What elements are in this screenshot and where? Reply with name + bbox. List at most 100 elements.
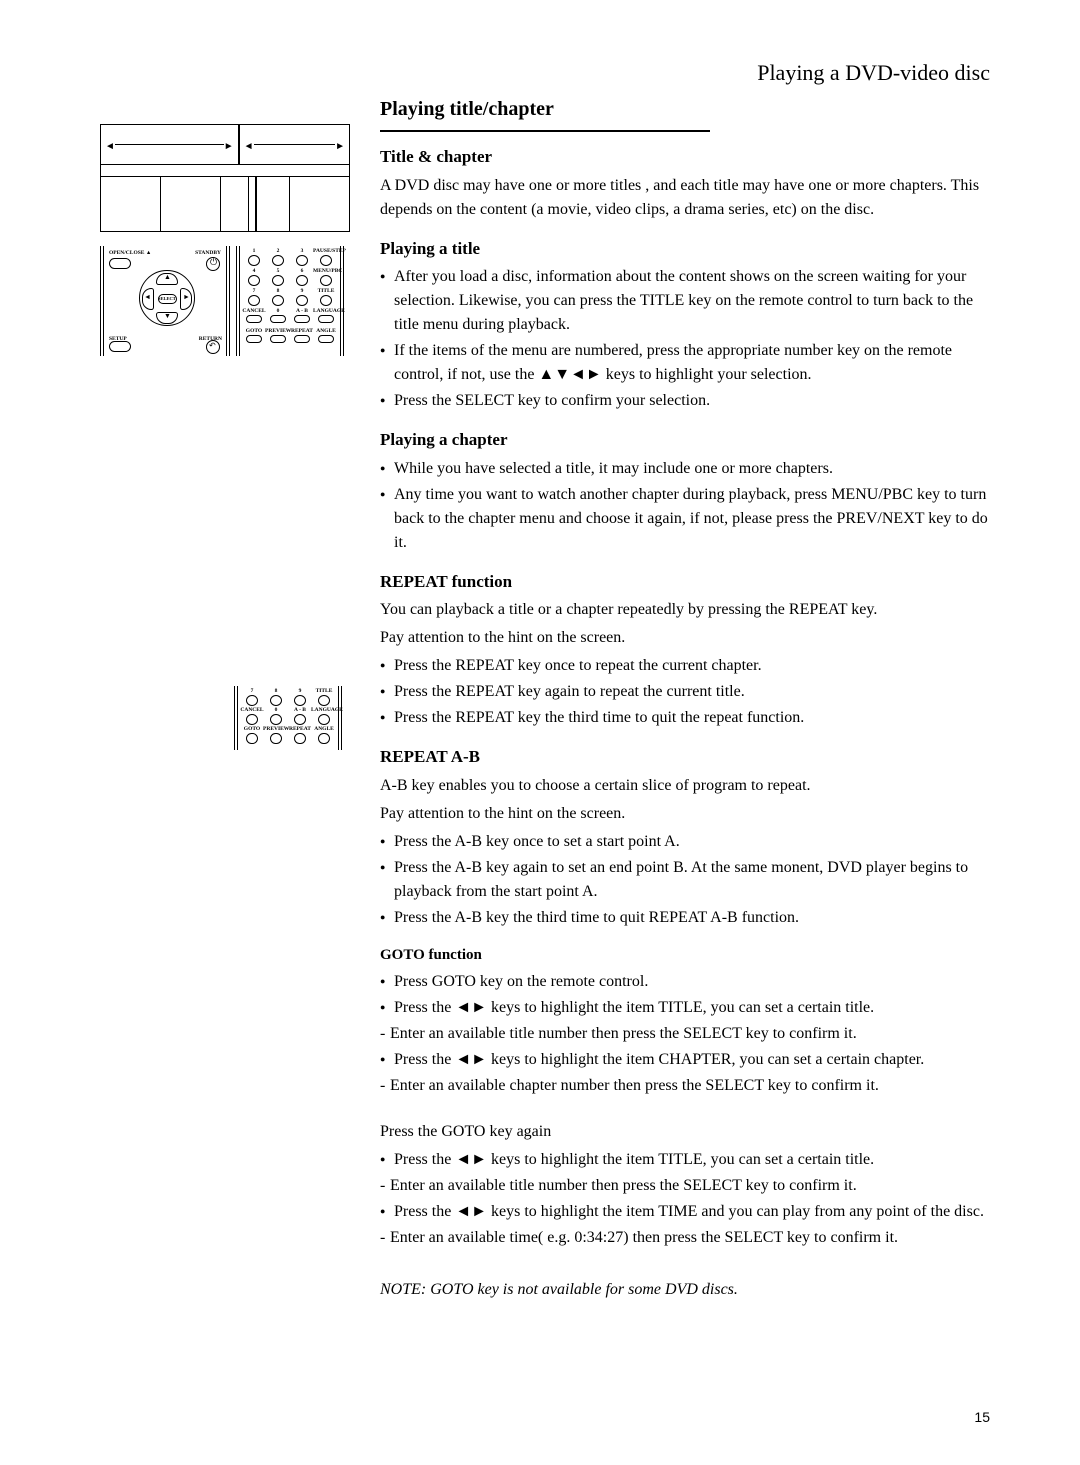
keypad-button (270, 315, 286, 323)
key-label: 3 (289, 248, 315, 254)
keypad-button (248, 295, 260, 306)
remote-keypad-panel: 123PAUSE/STEP456MENU/PBC789TITLECANCEL0A… (236, 246, 344, 356)
playing-title-heading: Playing a title (380, 236, 1000, 262)
key-label: 8 (263, 688, 289, 694)
keypad-button (294, 733, 306, 744)
key-label: A - B (289, 308, 315, 314)
list-item: Press the ◄► keys to highlight the item … (380, 1048, 1000, 1072)
repeat-ab-intro2: Pay attention to the hint on the screen. (380, 802, 1000, 826)
repeat-ab-list: Press the A-B key once to set a start po… (380, 830, 1000, 930)
list-item: Press the SELECT key to confirm your sel… (380, 389, 1000, 413)
keypad-button (294, 714, 306, 725)
keypad-button (294, 695, 306, 706)
list-item: Press the REPEAT key the third time to q… (380, 706, 1000, 730)
keypad-button (246, 315, 262, 323)
list-item: Enter an available time( e.g. 0:34:27) t… (380, 1226, 1000, 1250)
list-item: Press the A-B key again to set an end po… (380, 856, 1000, 904)
remote-repeat-panel: 789TITLECANCEL0A - BLANGUAGEGOTOPREVIEWR… (234, 686, 342, 750)
remote-dpad-panel: OPEN/CLOSE ▲ STANDBY ⏻ SETUP RETURN ↶ SE… (100, 246, 230, 356)
title-chapter-heading: Title & chapter (380, 144, 1000, 170)
keypad-button (270, 714, 282, 725)
key-label: 8 (265, 288, 291, 294)
keypad-button (272, 255, 284, 266)
key-label: PREVIEW (265, 328, 291, 334)
key-label: TITLE (313, 288, 339, 294)
keypad-button (272, 295, 284, 306)
playing-chapter-list: While you have selected a title, it may … (380, 457, 1000, 555)
list-item: If the items of the menu are numbered, p… (380, 339, 1000, 387)
title-chapter-text: A DVD disc may have one or more titles ,… (380, 174, 1000, 222)
keypad-button (270, 733, 282, 744)
key-label: REPEAT (289, 328, 315, 334)
goto-note: NOTE: GOTO key is not available for some… (380, 1278, 1000, 1302)
keypad-button (246, 335, 262, 343)
keypad-button (248, 275, 260, 286)
playing-chapter-heading: Playing a chapter (380, 427, 1000, 453)
repeat-ab-heading: REPEAT A-B (380, 744, 1000, 770)
keypad-button (294, 335, 310, 343)
key-label: GOTO (241, 328, 267, 334)
repeat-list: Press the REPEAT key once to repeat the … (380, 654, 1000, 730)
goto-list-4: Press the ◄► keys to highlight the item … (380, 1200, 1000, 1224)
goto-dash-2: Enter an available chapter number then p… (380, 1074, 1000, 1098)
dpad-left: ◄ (142, 288, 154, 310)
list-item: Press GOTO key on the remote control. (380, 970, 1000, 994)
goto-heading: GOTO function (380, 944, 1000, 967)
page-number: 15 (974, 1409, 990, 1425)
goto-list-1: Press GOTO key on the remote control.Pre… (380, 970, 1000, 1020)
key-label: PAUSE/STEP (313, 248, 339, 254)
key-label: 0 (265, 308, 291, 314)
keypad-button (270, 335, 286, 343)
dpad-up: ▲ (156, 273, 178, 285)
keypad-button (320, 255, 332, 266)
key-label: 0 (263, 707, 289, 713)
keypad-button (318, 335, 334, 343)
page-header: Playing a DVD-video disc (100, 60, 1000, 86)
list-item: Press the REPEAT key once to repeat the … (380, 654, 1000, 678)
list-item: Press the REPEAT key again to repeat the… (380, 680, 1000, 704)
standby-label: STANDBY (195, 250, 221, 256)
main-heading: Playing title/chapter (380, 94, 710, 132)
key-label: 9 (289, 288, 315, 294)
key-label: 2 (265, 248, 291, 254)
key-label: 6 (289, 268, 315, 274)
list-item: After you load a disc, information about… (380, 265, 1000, 337)
key-label: TITLE (311, 688, 337, 694)
list-item: Press the ◄► keys to highlight the item … (380, 1200, 1000, 1224)
key-label: 5 (265, 268, 291, 274)
goto-list-3: Press the ◄► keys to highlight the item … (380, 1148, 1000, 1172)
key-label: MENU/PBC (313, 268, 339, 274)
open-close-label: OPEN/CLOSE ▲ (109, 250, 151, 256)
key-label: CANCEL (239, 707, 265, 713)
remote-diagram-row: OPEN/CLOSE ▲ STANDBY ⏻ SETUP RETURN ↶ SE… (100, 246, 350, 356)
keypad-button (320, 275, 332, 286)
left-column: OPEN/CLOSE ▲ STANDBY ⏻ SETUP RETURN ↶ SE… (100, 94, 350, 1302)
playing-title-list: After you load a disc, information about… (380, 265, 1000, 413)
repeat-intro1: You can playback a title or a chapter re… (380, 598, 1000, 622)
keypad-button (248, 255, 260, 266)
goto-dash-3: Enter an available title number then pre… (380, 1174, 1000, 1198)
list-item: Enter an available title number then pre… (380, 1022, 1000, 1046)
key-label: ANGLE (313, 328, 339, 334)
list-item: Press the ◄► keys to highlight the item … (380, 996, 1000, 1020)
list-item: Enter an available title number then pre… (380, 1174, 1000, 1198)
select-label: SELECT (158, 296, 176, 301)
goto-list-2: Press the ◄► keys to highlight the item … (380, 1048, 1000, 1072)
standby-button: ⏻ (206, 257, 220, 271)
keypad-button (246, 695, 258, 706)
list-item: Enter an available chapter number then p… (380, 1074, 1000, 1098)
list-item: Press the ◄► keys to highlight the item … (380, 1148, 1000, 1172)
key-label: GOTO (239, 726, 265, 732)
keypad-button (318, 695, 330, 706)
keypad-button (246, 714, 258, 725)
keypad-button (296, 255, 308, 266)
key-label: REPEAT (287, 726, 313, 732)
key-label: ANGLE (311, 726, 337, 732)
key-label: 9 (287, 688, 313, 694)
key-label: LANGUAGE (311, 707, 337, 713)
keypad-button (294, 315, 310, 323)
right-column: Playing title/chapter Title & chapter A … (380, 94, 1000, 1302)
keypad-button (270, 695, 282, 706)
keypad-button (318, 315, 334, 323)
list-item: Any time you want to watch another chapt… (380, 483, 1000, 555)
